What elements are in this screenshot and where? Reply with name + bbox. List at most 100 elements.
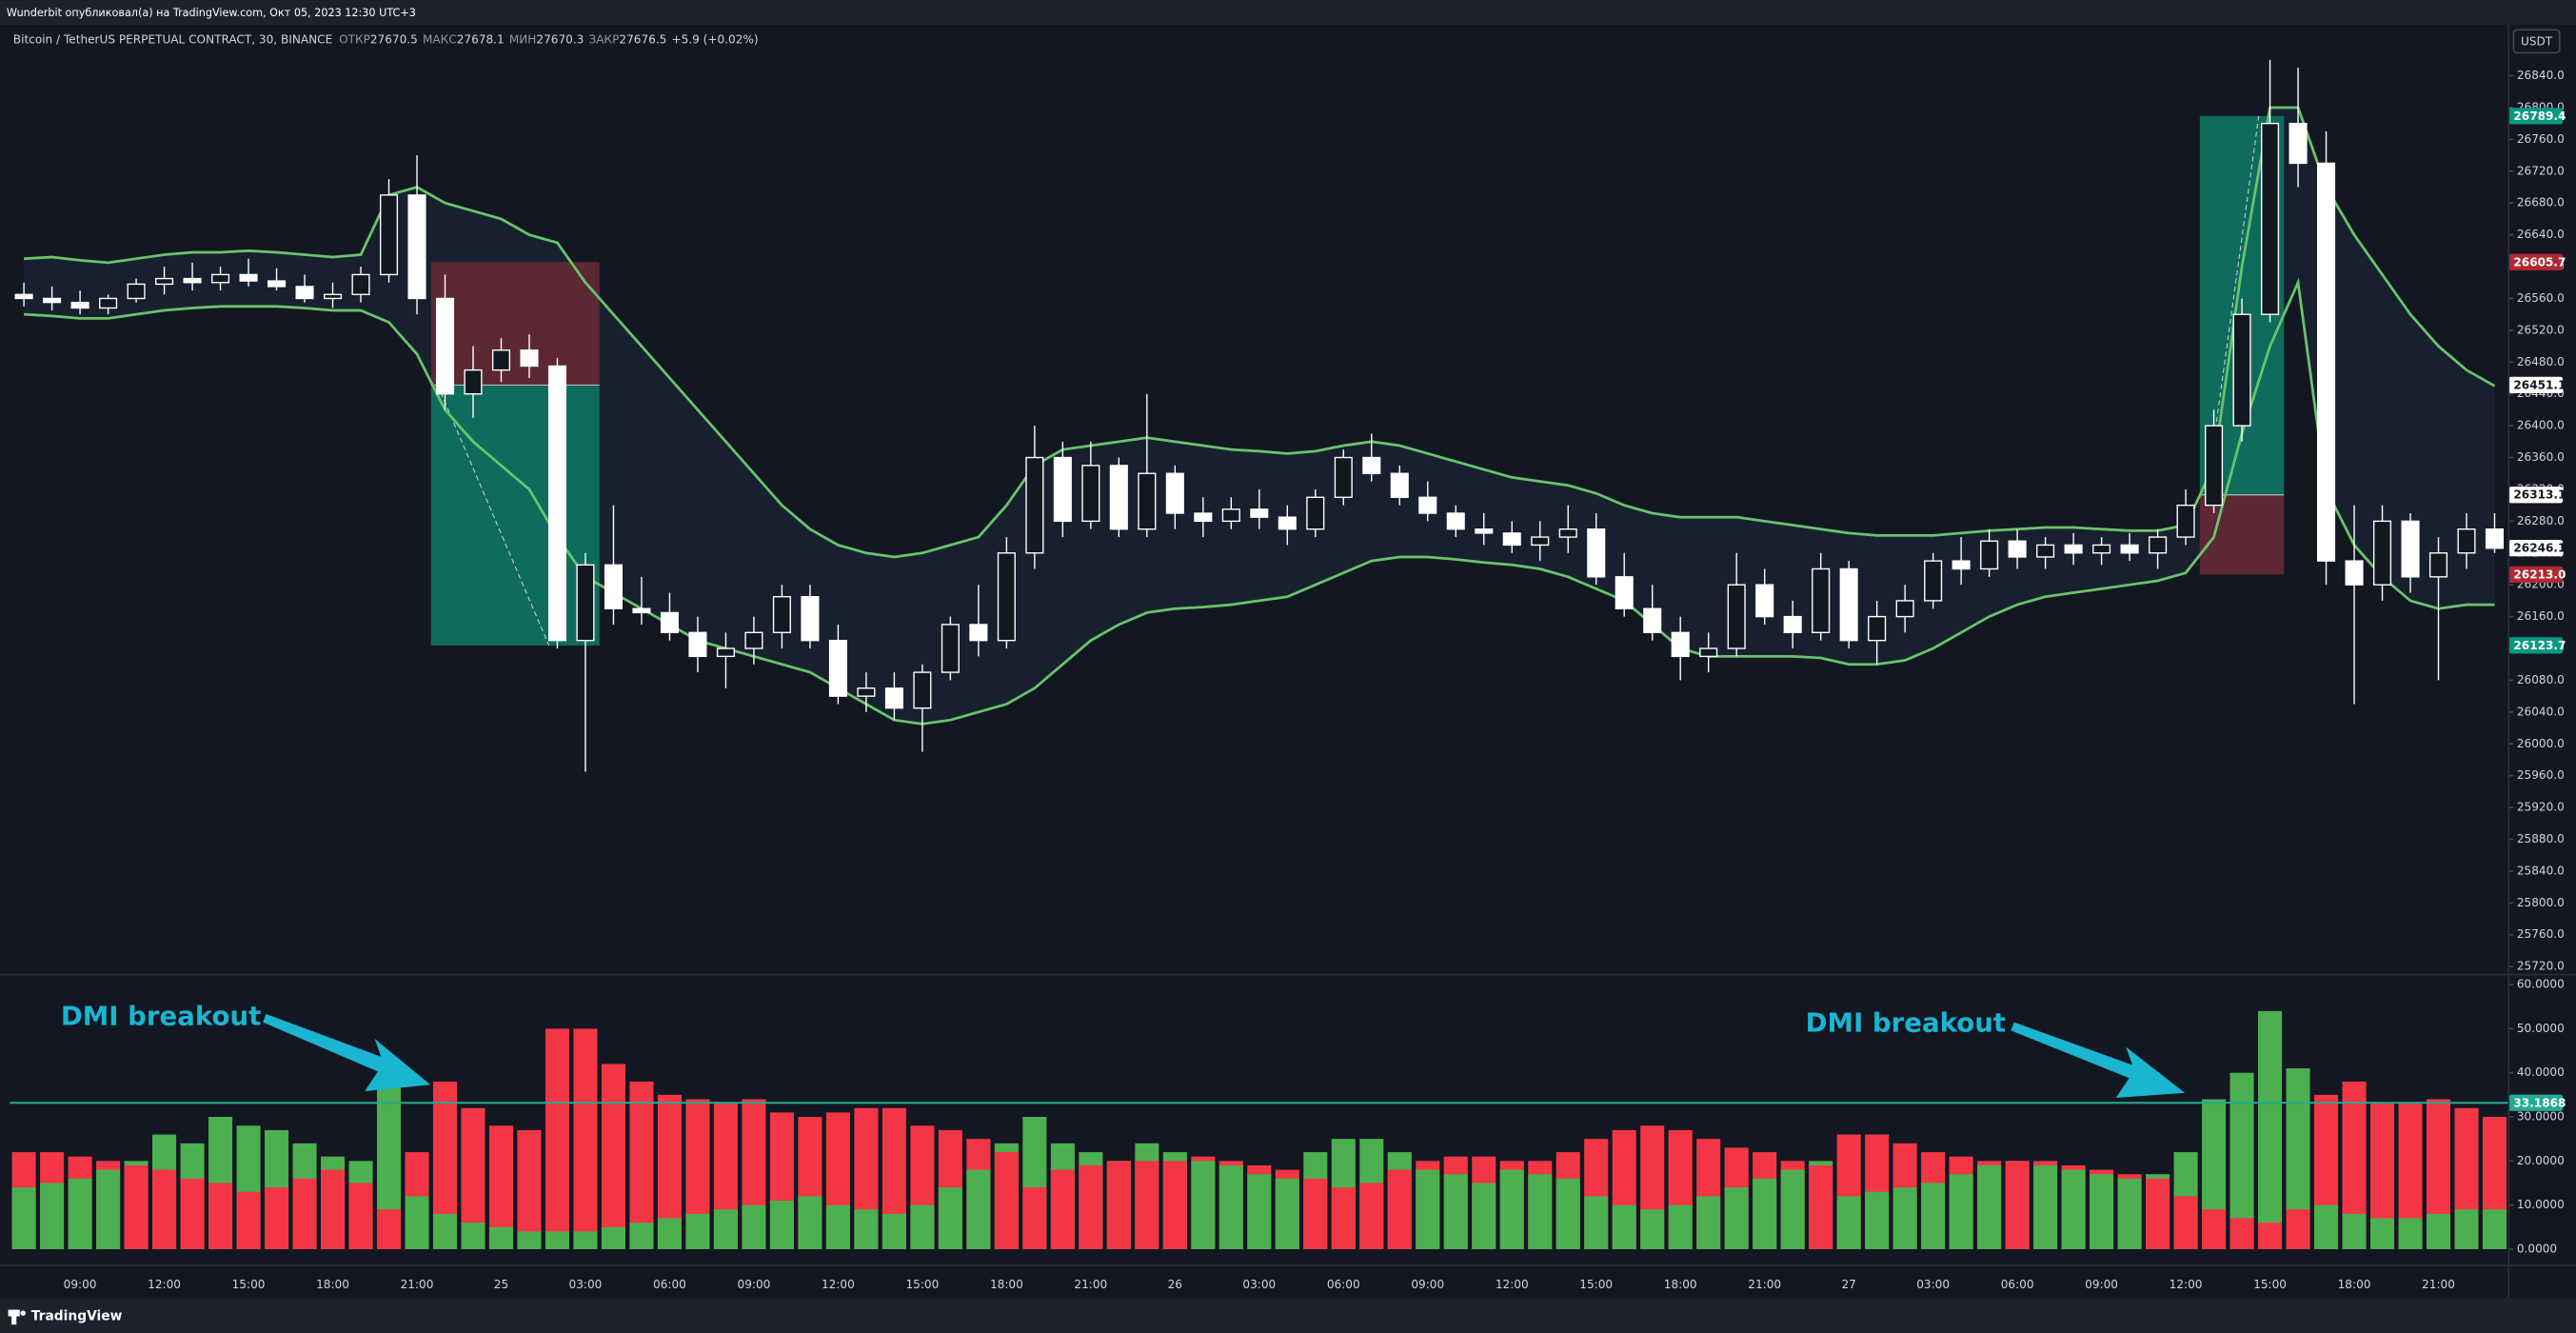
y-tick-label: 26280.0 [2517,514,2565,527]
price-label: 26605.7 [2513,255,2566,269]
histogram-bar [488,1226,514,1249]
candle-body [1755,584,1774,618]
candle-body [547,365,567,642]
y-tick-label: 26400.0 [2517,419,2565,432]
histogram-bar [517,1231,542,1249]
candle-body [2317,162,2336,562]
candle-body [1587,528,1606,578]
arrow [2011,1022,2186,1099]
candle-body [604,564,623,609]
candle-body [99,297,118,309]
candle-body [491,349,511,371]
symbol: Bitcoin / TetherUS PERPETUAL CONTRACT, 3… [13,32,332,46]
x-tick-label: 18:00 [2338,1278,2371,1291]
candle-body [211,273,230,284]
candle-body [1783,615,1802,634]
price-label-bg [2508,540,2564,557]
annotation: DMI breakout [1806,1006,2006,1038]
histogram-bar [1162,1161,1187,1249]
histogram-bar [2314,1204,2339,1249]
histogram-bar [236,1191,261,1249]
histogram-bar [1780,1169,1805,1249]
candle-body [520,349,539,368]
histogram-bar [2033,1164,2058,1249]
candle-body [2457,528,2476,554]
histogram-bar [1612,1204,1636,1249]
candle-body [1306,496,1325,530]
currency-button[interactable] [2512,29,2561,54]
candle-body [2372,520,2392,586]
histogram-bar [685,1213,710,1249]
band-fill [24,107,2495,725]
chart-header: Bitcoin / TetherUS PERPETUAL CONTRACT, 3… [13,32,759,46]
ohlc-value: 27670.5 [370,32,418,46]
histogram-bar [1528,1174,1553,1249]
histogram-bar [1416,1169,1440,1249]
candle-body [1699,647,1718,658]
y-tick-label: 25800.0 [2517,896,2565,909]
y-tick-label: 26480.0 [2517,355,2565,368]
price-label: 26246.1 [2513,542,2566,555]
y-tick-label: 26560.0 [2517,291,2565,305]
x-tick-label: 03:00 [1916,1278,1950,1291]
histogram-bar [1668,1204,1693,1249]
candle-body [1418,496,1437,514]
candle-body [2428,552,2448,578]
x-tick-label: 18:00 [316,1278,349,1291]
candle-body [772,596,791,634]
candle-body [2120,544,2139,554]
histogram-bar [2258,1010,2283,1249]
candle-body [1475,528,1494,534]
histogram-bar [1443,1174,1468,1249]
histogram-bar [742,1204,766,1249]
histogram-bar [1836,1196,1861,1249]
histogram-bar [348,1183,373,1249]
candle-body [1278,516,1297,530]
x-tick-label: 21:00 [1074,1278,1107,1291]
histogram-bar [2426,1213,2451,1249]
x-tick-label: 15:00 [1579,1278,1613,1291]
candle-body [1053,456,1072,523]
histogram-bar [2342,1213,2367,1249]
candle-body [969,624,988,642]
y-tick-label: 26040.0 [2517,705,2565,718]
histogram-bar [2482,1209,2507,1249]
histogram-bar [1472,1183,1496,1249]
x-tick-label: 09:00 [1411,1278,1444,1291]
histogram-bar [1724,1187,1749,1249]
histogram-bar [966,1169,991,1249]
histogram-bar [1499,1169,1524,1249]
candle-body [1558,528,1577,538]
candle-body [1081,465,1100,523]
candle-body [941,624,960,673]
x-tick-label: 06:00 [1327,1278,1360,1291]
histogram-bar [180,1178,205,1249]
candle-body [688,631,707,658]
histogram-bar [432,1213,458,1249]
candle-body [1109,465,1128,530]
y-tick-label: 26520.0 [2517,323,2565,336]
histogram-bar [2286,1209,2310,1249]
histogram-bar [2202,1209,2227,1249]
histogram-bar [854,1209,879,1249]
histogram-bar [601,1064,625,1249]
histogram-bar [1331,1187,1356,1249]
candle-body [1924,560,1943,602]
x-tick-label: 06:00 [2001,1278,2034,1291]
histogram-bar [2005,1161,2030,1249]
histogram-bar [1865,1191,1890,1249]
histogram-bar [68,1178,92,1249]
candle-body [2401,520,2420,578]
candle-body [1165,472,1184,514]
histogram-bar [825,1204,850,1249]
histogram-bar [2061,1169,2086,1249]
currency[interactable]: USDT [2521,35,2553,49]
profit-zone [430,385,600,646]
trade-path [437,385,550,647]
x-tick-label: 12:00 [822,1278,855,1291]
x-tick-label: 18:00 [990,1278,1023,1291]
x-tick-label: 12:00 [2170,1278,2203,1291]
candle-body [295,286,314,300]
candle-body [632,607,651,614]
